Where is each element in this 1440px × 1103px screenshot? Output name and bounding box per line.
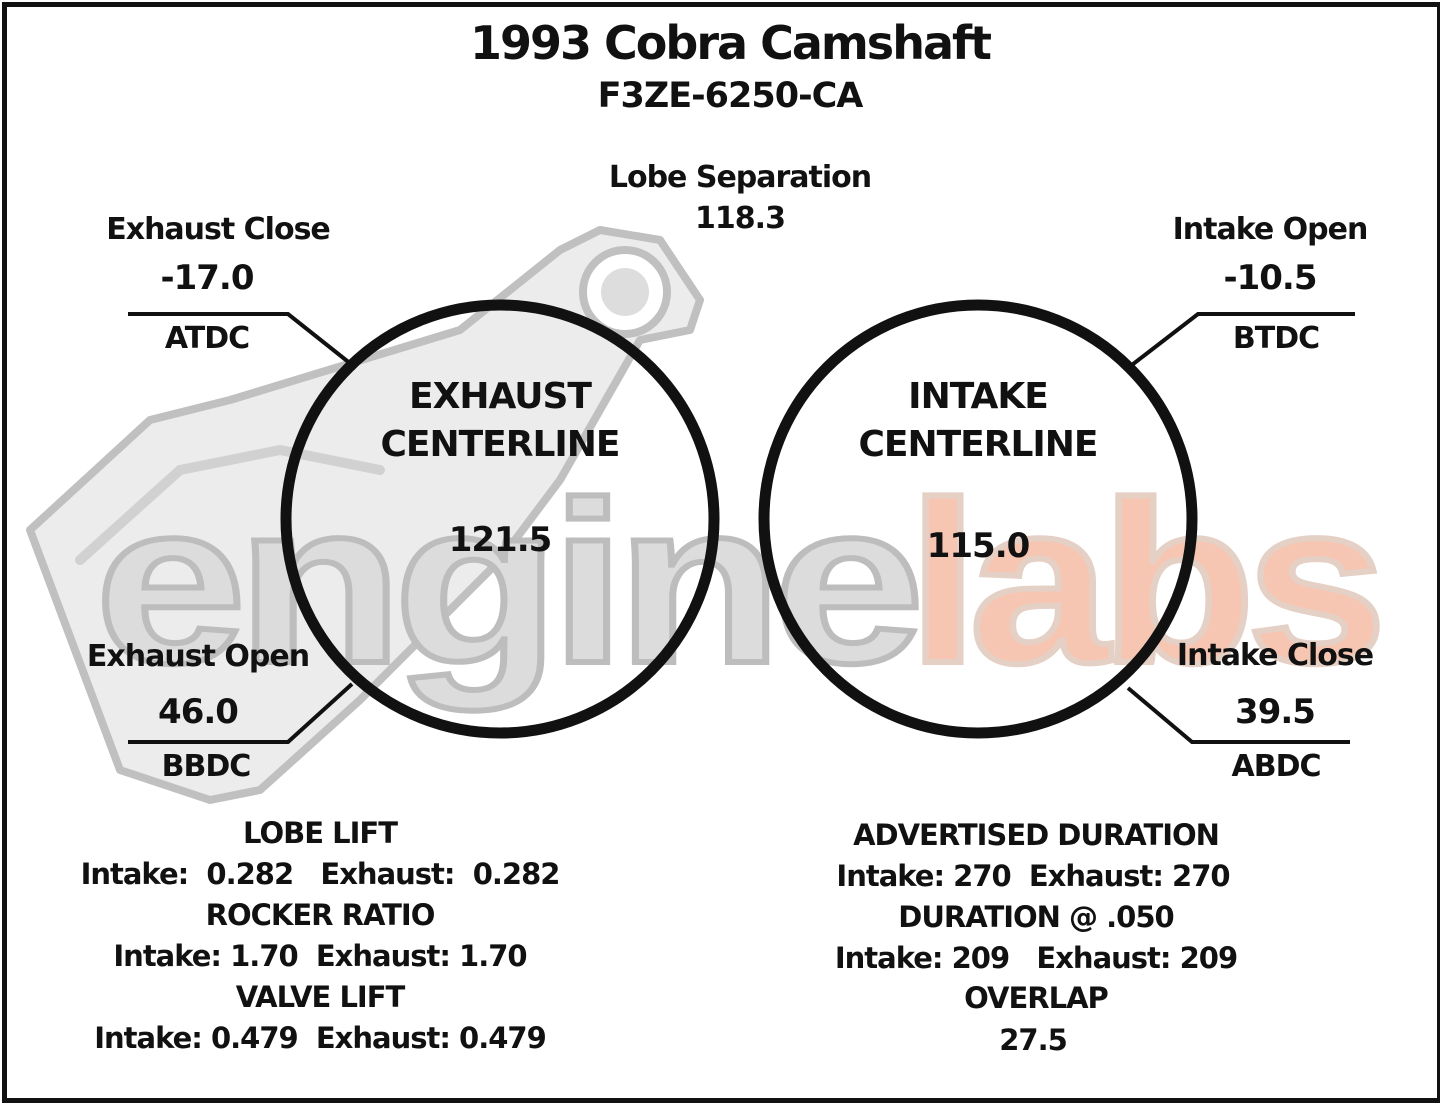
intake-close-leader — [1126, 686, 1350, 744]
exhaust-close-unit: ATDC — [164, 321, 250, 356]
intake-centerline-value: 115.0 — [926, 526, 1031, 566]
intake-close-label: Intake Close — [1176, 638, 1374, 673]
leader-lines — [128, 312, 1355, 744]
valve-lift-values: Intake: 0.479 Exhaust: 0.479 — [94, 1021, 547, 1055]
exhaust-centerline-value: 121.5 — [448, 520, 553, 560]
intake-close-value: 39.5 — [1235, 692, 1316, 732]
lobe-lift-values: Intake: 0.282 Exhaust: 0.282 — [80, 857, 561, 891]
intake-open-value: -10.5 — [1223, 258, 1318, 298]
intake-centerline-line1: INTAKE — [908, 376, 1049, 417]
lobe-separation-label: Lobe Separation — [608, 160, 872, 195]
wrench-mark-icon — [26, 226, 704, 804]
duration-050-values: Intake: 209 Exhaust: 209 — [834, 941, 1238, 975]
engine-labs-watermark: engine labs — [26, 226, 1389, 804]
overlap-heading: OVERLAP — [964, 981, 1109, 1015]
exhaust-open-leader — [128, 682, 354, 744]
part-number: F3ZE-6250-CA — [597, 76, 864, 116]
intake-close-unit: ABDC — [1231, 749, 1321, 784]
exhaust-open-label: Exhaust Open — [86, 639, 310, 674]
exhaust-open-value: 46.0 — [158, 692, 239, 732]
exhaust-centerline-line1: EXHAUST — [409, 376, 592, 417]
intake-centerline-circle — [758, 299, 1198, 739]
exhaust-open-unit: BBDC — [161, 749, 252, 784]
intake-open-leader — [1126, 312, 1355, 370]
duration-050-heading: DURATION @ .050 — [898, 900, 1174, 934]
rocker-ratio-heading: ROCKER RATIO — [205, 898, 436, 932]
advertised-duration-values: Intake: 270 Exhaust: 270 — [836, 859, 1230, 893]
watermark-text-labs: labs — [908, 454, 1378, 711]
lobe-separation-value: 118.3 — [695, 201, 786, 236]
exhaust-close-leader — [128, 312, 358, 370]
exhaust-close-value: -17.0 — [160, 258, 255, 298]
valve-lift-heading: VALVE LIFT — [235, 980, 406, 1014]
diagram-title: 1993 Cobra Camshaft — [470, 16, 992, 70]
advertised-duration-heading: ADVERTISED DURATION — [853, 818, 1220, 852]
intake-centerline-line2: CENTERLINE — [858, 424, 1098, 465]
intake-open-label: Intake Open — [1172, 212, 1369, 247]
intake-open-unit: BTDC — [1232, 321, 1320, 356]
overlap-value: 27.5 — [999, 1023, 1068, 1057]
rocker-ratio-values: Intake: 1.70 Exhaust: 1.70 — [113, 939, 527, 973]
lobe-lift-heading: LOBE LIFT — [243, 816, 398, 850]
watermark-text-engine: engine — [95, 454, 916, 711]
exhaust-close-label: Exhaust Close — [106, 212, 331, 247]
exhaust-centerline-line2: CENTERLINE — [380, 424, 620, 465]
exhaust-centerline-circle — [280, 299, 720, 739]
